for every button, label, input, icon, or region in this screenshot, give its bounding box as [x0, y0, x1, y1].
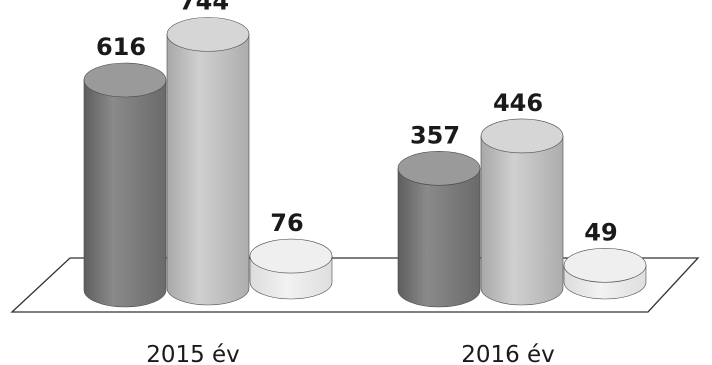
value-label: 49 [584, 218, 617, 246]
bar-2016-év-s1 [397, 150, 481, 308]
labels-layer: 616 744 76 2015 év 357 446 49 2016 év [96, 0, 618, 365]
bar-2015-év-s1 [83, 62, 167, 308]
bar-2015-év-s2 [166, 17, 250, 306]
category-label: 2016 év [461, 342, 555, 365]
bar-2016-év-s3 [563, 247, 647, 300]
bar-2015-év-s3 [249, 238, 333, 300]
value-label: 76 [270, 209, 303, 237]
bar-2016-év-s2 [480, 118, 564, 306]
category-label: 2015 év [146, 342, 240, 365]
bars-layer [83, 17, 647, 308]
value-label: 446 [493, 89, 543, 117]
value-label: 744 [179, 0, 229, 15]
value-label: 616 [96, 33, 146, 61]
value-label: 357 [410, 121, 460, 149]
